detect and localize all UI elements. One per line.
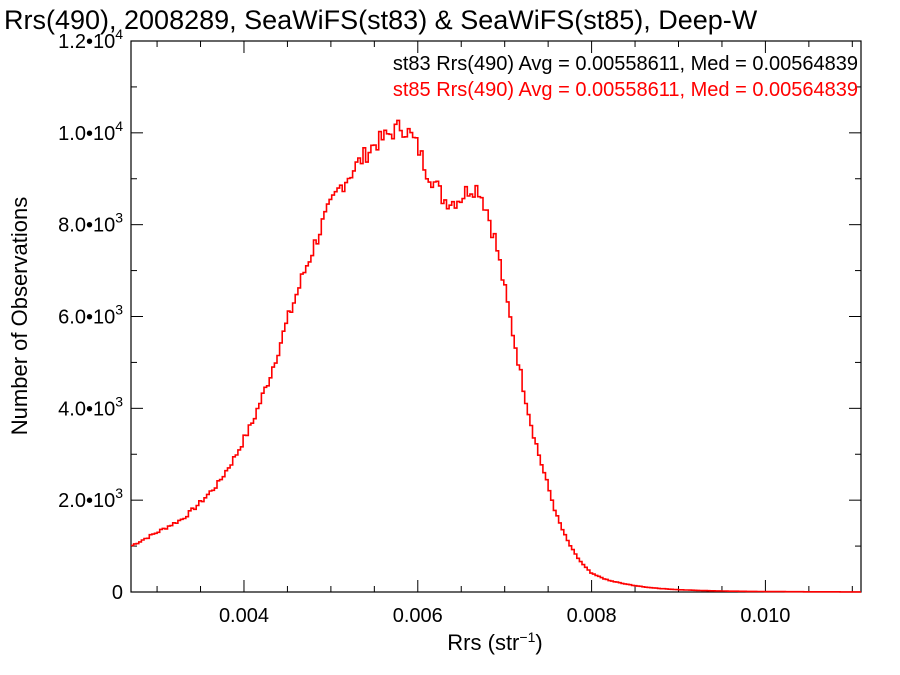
y-tick-exponent: 4 xyxy=(115,118,123,134)
y-tick-label: 2.0•103 xyxy=(58,485,123,512)
stat-line-2: st85 Rrs(490) Avg = 0.00558611, Med = 0.… xyxy=(393,79,858,101)
y-tick-exponent: 4 xyxy=(115,26,123,42)
y-tick-label: 8.0•103 xyxy=(58,210,123,237)
y-tick-mantissa: 4.0•10 xyxy=(58,398,115,420)
y-tick-mantissa: 2.0•10 xyxy=(58,490,115,512)
x-axis-label-sup: −1 xyxy=(519,629,535,645)
y-tick-exponent: 3 xyxy=(115,485,123,501)
y-tick-exponent: 3 xyxy=(115,393,123,409)
y-tick-mantissa: 1.2•10 xyxy=(58,31,115,53)
y-tick-mantissa: 1.0•10 xyxy=(58,123,115,145)
y-tick-mantissa: 8.0•10 xyxy=(58,215,115,237)
plot-area: 0.004 0.006 0.008 0.01002.0•1034.0•1036.0•1… xyxy=(58,26,862,627)
x-tick-label: 0.008 xyxy=(567,605,617,627)
x-tick-label: 0.006 xyxy=(393,605,443,627)
plot-frame xyxy=(130,40,862,593)
y-tick-label: 6.0•103 xyxy=(58,302,123,329)
x-axis-label-end: ) xyxy=(535,630,542,655)
x-tick-label: 0.004 xyxy=(219,605,269,627)
histogram-series-line xyxy=(131,119,861,593)
y-tick-label: 0 xyxy=(112,582,123,604)
y-tick-label: 1.2•104 xyxy=(58,26,123,53)
y-axis-label: Number of Observations xyxy=(7,197,32,435)
y-tick-mantissa: 0 xyxy=(112,582,123,604)
x-axis-label: Rrs (str−1) xyxy=(447,629,542,655)
x-axis-label-main: Rrs (str xyxy=(447,630,519,655)
x-tick-label: 0.010 xyxy=(740,605,790,627)
y-tick-label: 1.0•104 xyxy=(58,118,123,145)
y-tick-label: 4.0•103 xyxy=(58,393,123,420)
y-tick-exponent: 3 xyxy=(115,302,123,318)
chart-title: Rrs(490), 2008289, SeaWiFS(st83) & SeaWi… xyxy=(4,5,758,35)
stats-legend: st83 Rrs(490) Avg = 0.00558611, Med = 0.… xyxy=(393,53,858,101)
stat-line-1: st83 Rrs(490) Avg = 0.00558611, Med = 0.… xyxy=(393,53,858,75)
y-tick-exponent: 3 xyxy=(115,210,123,226)
y-tick-mantissa: 6.0•10 xyxy=(58,307,115,329)
